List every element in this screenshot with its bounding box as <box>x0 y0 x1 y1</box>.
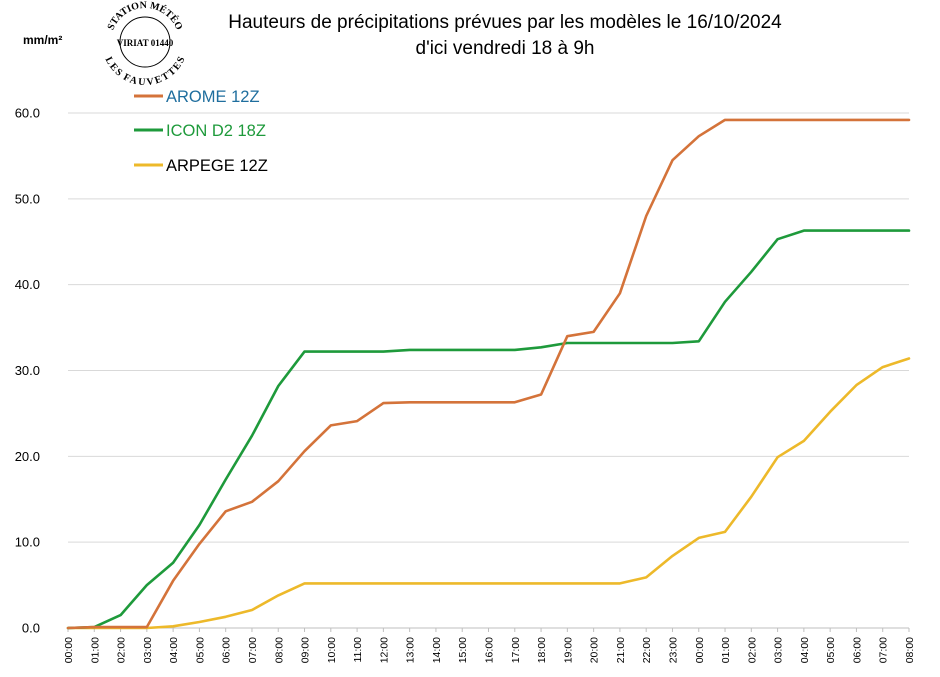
y-tick-label: 50.0 <box>15 191 40 206</box>
x-tick-label: 18:00 <box>536 637 548 663</box>
series-line-icon <box>66 229 911 630</box>
x-tick-label: 08:00 <box>904 637 916 663</box>
x-tick-label: 10:00 <box>326 637 338 663</box>
x-tick-label: 22:00 <box>641 637 653 663</box>
x-tick-label: 01:00 <box>720 637 732 663</box>
x-tick-label: 08:00 <box>273 637 285 663</box>
x-tick-label: 02:00 <box>746 637 758 663</box>
x-tick-label: 23:00 <box>667 637 679 663</box>
x-axis-ticks: 00:00 01:00 02:00 03:00 04:00 05:00 06:00 07:00… <box>63 637 916 663</box>
x-tick-label: 06:00 <box>851 637 863 663</box>
legend-label-arpege: ARPEGE 12Z <box>166 157 268 175</box>
x-tick-label: 20:00 <box>589 637 601 663</box>
stamp-center-text: VIRIAT 01440 <box>117 38 174 48</box>
x-tick-label: 11:00 <box>352 637 364 663</box>
legend-label-arome: AROME 12Z <box>166 88 260 106</box>
series-line-arpege <box>66 357 911 630</box>
y-axis-unit: mm/m² <box>23 33 62 47</box>
y-tick-label: 20.0 <box>15 449 40 464</box>
series-line-arome <box>66 118 911 630</box>
station-stamp-logo: STATION MÉTÉO LES FAUVETTES VIRIAT 01440 <box>103 0 188 88</box>
legend: AROME 12Z ICON D2 18Z ARPEGE 12Z <box>134 88 268 175</box>
y-tick-label: 60.0 <box>15 106 40 121</box>
legend-label-icon: ICON D2 18Z <box>166 122 266 140</box>
x-tick-label: 14:00 <box>431 637 443 663</box>
x-tick-label: 05:00 <box>194 637 206 663</box>
x-tick-label: 09:00 <box>300 637 312 663</box>
x-tick-label: 17:00 <box>510 637 522 663</box>
chart-title-line2: d'ici vendredi 18 à 9h <box>416 38 595 59</box>
x-tick-label: 02:00 <box>116 637 128 663</box>
x-tick-label: 03:00 <box>142 637 154 663</box>
x-tick-label: 00:00 <box>694 637 706 663</box>
x-tick-label: 03:00 <box>773 637 785 663</box>
y-tick-label: 0.0 <box>22 621 40 636</box>
stamp-bottom-text: LES FAUVETTES <box>103 55 188 88</box>
data-series <box>66 118 911 630</box>
x-tick-label: 04:00 <box>799 637 811 663</box>
x-tick-label: 07:00 <box>878 637 890 663</box>
x-axis <box>67 627 910 632</box>
y-tick-label: 30.0 <box>15 363 40 378</box>
x-tick-label: 04:00 <box>168 637 180 663</box>
y-tick-label: 10.0 <box>15 535 40 550</box>
y-axis-ticks: 0.0 10.0 20.0 30.0 40.0 50.0 60.0 <box>15 106 40 636</box>
x-tick-label: 00:00 <box>63 637 75 663</box>
stamp-top-text: STATION MÉTÉO <box>106 0 185 32</box>
y-tick-label: 40.0 <box>15 277 40 292</box>
x-tick-label: 06:00 <box>221 637 233 663</box>
x-tick-label: 01:00 <box>89 637 101 663</box>
x-tick-label: 05:00 <box>825 637 837 663</box>
x-tick-label: 12:00 <box>378 637 390 663</box>
x-tick-label: 19:00 <box>562 637 574 663</box>
x-tick-label: 16:00 <box>484 637 496 663</box>
x-tick-label: 13:00 <box>405 637 417 663</box>
stamp-ring-icon <box>119 16 171 68</box>
chart-title-line1: Hauteurs de précipitations prévues par l… <box>228 12 782 33</box>
x-tick-label: 21:00 <box>615 637 627 663</box>
x-tick-label: 07:00 <box>247 637 259 663</box>
x-tick-label: 15:00 <box>457 637 469 663</box>
grid-lines <box>68 112 909 543</box>
